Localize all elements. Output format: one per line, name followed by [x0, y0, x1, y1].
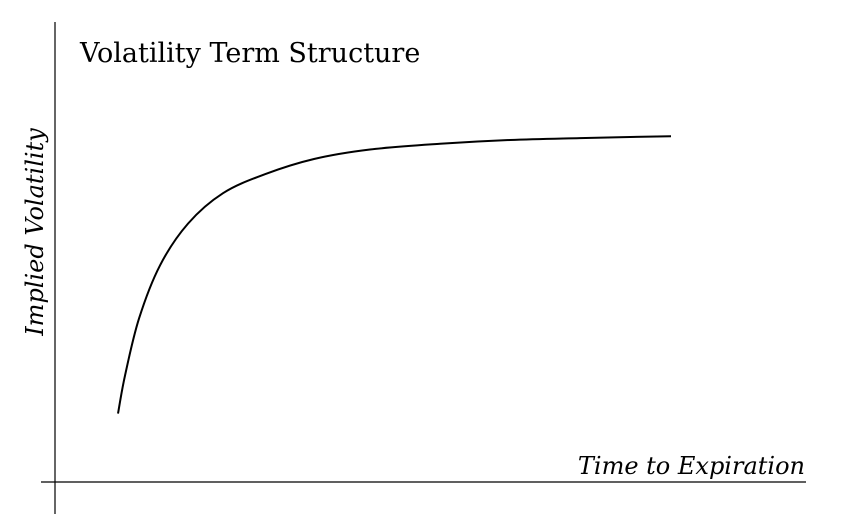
series-line-0 [117, 135, 672, 414]
x-axis-label: Time to Expiration [578, 452, 805, 480]
chart-title: Volatility Term Structure [79, 38, 420, 69]
series-group [117, 135, 672, 414]
y-axis-label: Implied Volatility [21, 128, 49, 337]
